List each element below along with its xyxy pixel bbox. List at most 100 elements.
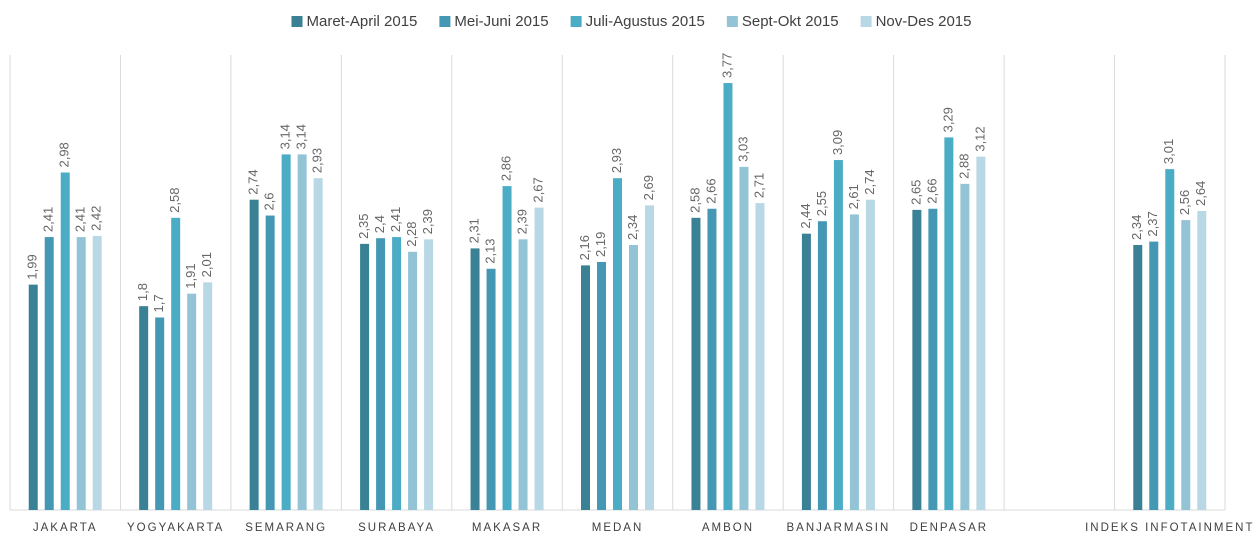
bar [376, 238, 386, 510]
bar [360, 243, 370, 511]
bar [581, 265, 590, 510]
data-label: 2,67 [530, 177, 545, 202]
legend-swatch [726, 16, 738, 27]
legend-swatch [860, 16, 872, 27]
data-label: 2,66 [924, 178, 939, 203]
bar [597, 261, 606, 510]
bar [28, 284, 38, 510]
data-label: 2,37 [1145, 211, 1160, 236]
data-label: 1,99 [25, 254, 40, 279]
x-tick-label: DENPASAR [910, 522, 988, 533]
data-label: 2,44 [798, 203, 813, 228]
legend-label: Sept-Okt 2015 [742, 13, 839, 30]
data-label: 2,88 [956, 154, 971, 179]
data-label: 2,34 [625, 215, 640, 240]
legend-swatch [291, 16, 303, 27]
data-label: 2,64 [1193, 181, 1208, 206]
bar [645, 205, 654, 511]
data-label: 2,93 [609, 148, 624, 173]
data-label: 2,74 [862, 169, 877, 194]
data-label: 2,28 [404, 221, 419, 246]
legend-swatch [439, 16, 451, 27]
bar [833, 160, 843, 510]
data-label: 1,91 [183, 263, 198, 288]
data-label: 2,65 [908, 180, 923, 205]
data-label: 2,69 [641, 175, 656, 200]
data-label: 2,39 [514, 209, 529, 234]
data-label: 3,03 [735, 137, 750, 162]
bar [817, 221, 827, 510]
bar [928, 208, 938, 510]
data-label: 2,93 [310, 148, 325, 173]
x-tick-label: SURABAYA [358, 522, 435, 533]
bar [470, 248, 480, 510]
data-label: 2,39 [420, 209, 435, 234]
data-label: 2,58 [687, 188, 702, 213]
data-label: 2,13 [482, 238, 497, 263]
bar [849, 214, 859, 511]
data-label: 3,14 [278, 124, 293, 149]
data-label: 2,19 [593, 232, 608, 257]
bar [281, 154, 291, 510]
bar [691, 217, 701, 510]
legend-label: Mei-Juni 2015 [454, 13, 548, 30]
bar [613, 178, 622, 511]
data-label: 2,01 [199, 252, 214, 277]
x-tick-label: MAKASAR [472, 522, 542, 533]
bar [723, 83, 733, 511]
x-tick-label: MEDAN [592, 522, 644, 533]
data-label: 2,86 [498, 156, 513, 181]
data-label: 3,01 [1161, 139, 1176, 164]
data-label: 2,58 [167, 188, 182, 213]
legend: Maret-April 2015 Mei-Juni 2015 Juli-Agustu… [291, 13, 972, 30]
bar [1165, 169, 1175, 510]
bar [486, 268, 496, 510]
x-tick-label: JAKARTA [33, 522, 98, 533]
bar [249, 199, 259, 510]
x-tick-label: INDEKS INFOTAINMENT [1085, 522, 1254, 533]
data-label: 2,41 [41, 207, 56, 232]
legend-swatch [570, 16, 582, 27]
data-label: 2,56 [1177, 190, 1192, 215]
bar [1149, 241, 1159, 510]
bar [1133, 244, 1143, 510]
data-label: 2,34 [1129, 215, 1144, 240]
bar [912, 209, 922, 510]
bar [976, 156, 986, 510]
data-label: 2,98 [57, 142, 72, 167]
bar [265, 215, 275, 511]
bar [424, 239, 434, 510]
bar [534, 207, 544, 510]
data-label: 2,35 [356, 214, 371, 239]
bar [203, 282, 213, 510]
bar [313, 178, 323, 511]
bar [1197, 211, 1207, 510]
data-label: 3,29 [940, 107, 955, 132]
x-tick-label: SEMARANG [245, 522, 327, 533]
bar [76, 237, 86, 510]
data-label: 2,41 [73, 207, 88, 232]
bar [755, 203, 765, 510]
data-label: 2,16 [577, 235, 592, 260]
bar [155, 317, 165, 510]
x-tick-label: YOGYAKARTA [127, 522, 224, 533]
data-label: 1,7 [151, 294, 166, 312]
data-label: 2,55 [814, 191, 829, 216]
data-label: 2,41 [388, 207, 403, 232]
bar [44, 237, 54, 510]
bar [801, 233, 811, 511]
bar [92, 235, 102, 510]
data-label: 1,8 [135, 283, 150, 301]
bar [518, 239, 528, 510]
bar [187, 293, 197, 510]
bar [502, 186, 512, 511]
bar [739, 166, 749, 511]
data-label: 2,4 [372, 215, 387, 233]
bar [392, 237, 402, 510]
legend-label: Nov-Des 2015 [876, 13, 972, 30]
bar [1181, 220, 1191, 510]
bar [171, 217, 181, 510]
bar [408, 251, 418, 511]
data-label: 2,71 [751, 173, 766, 198]
